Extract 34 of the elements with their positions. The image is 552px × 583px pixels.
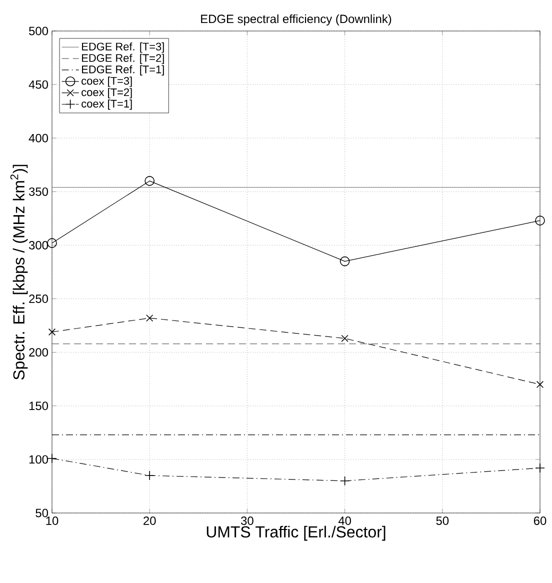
y-tick-label: 100 <box>29 455 48 464</box>
point <box>535 216 545 226</box>
point <box>341 334 348 342</box>
y-tick-label: 150 <box>29 402 48 410</box>
point <box>536 380 544 388</box>
y-tick-label: 250 <box>29 294 48 303</box>
y-tick-label: 450 <box>28 80 48 89</box>
y-tick-label: 500 <box>29 26 48 36</box>
legend-label: coex [T=3] <box>82 76 132 87</box>
x-tick-label: 50 <box>436 516 449 525</box>
x-axis-title: UMTS Traffic [Erl./Sector] <box>206 526 386 541</box>
y-tick-label: 50 <box>36 508 48 518</box>
y-tick-label: 400 <box>28 134 48 142</box>
legend-label: EDGE Ref. [T=1] <box>82 65 164 76</box>
legend-label: EDGE Ref. [T=3] <box>82 42 164 53</box>
point <box>47 238 57 248</box>
y-tick-label: 200 <box>29 348 48 357</box>
y-tick-label: 300 <box>28 240 48 250</box>
legend-label: coex [T=2] <box>82 88 132 98</box>
x-tick-label: 10 <box>46 516 58 525</box>
x-tick-label: 60 <box>534 516 546 525</box>
point <box>48 328 56 336</box>
point <box>340 476 350 486</box>
y-tick-label: 350 <box>28 187 48 196</box>
x-tick-label: 40 <box>338 516 351 525</box>
legend-label: EDGE Ref. [T=2] <box>82 54 164 64</box>
legend-label: coex [T=1] <box>82 100 132 110</box>
y-axis-title: Spectr. Eff. [kbps / (MHz km$^{2}$)] <box>10 164 28 380</box>
point <box>146 314 154 322</box>
point <box>144 176 154 186</box>
point <box>340 256 350 266</box>
x-tick-label: 20 <box>144 516 156 525</box>
x-tick-label: 30 <box>241 516 254 525</box>
chart-title: EDGE spectral efficiency (Downlink) <box>201 14 392 26</box>
